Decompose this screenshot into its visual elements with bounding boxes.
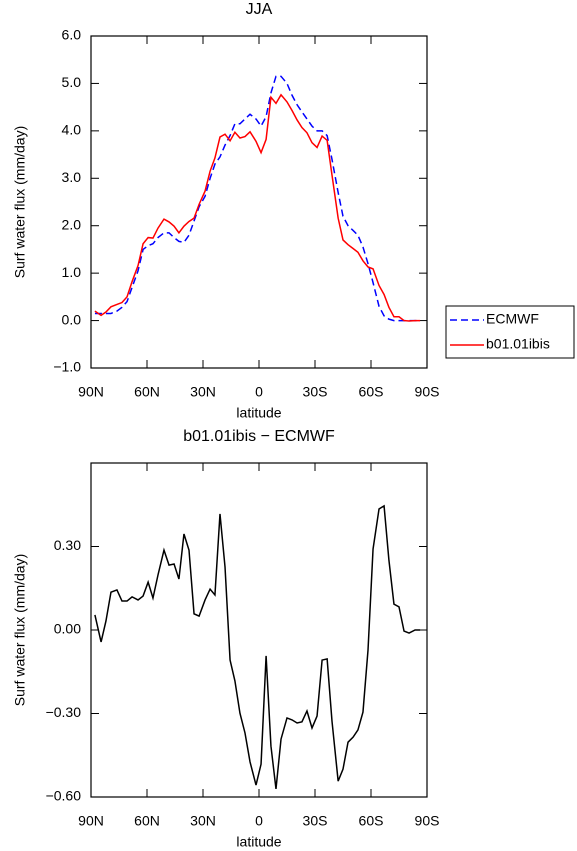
chart-title: JJA [246,1,273,18]
x-tick-label: 30N [190,813,216,829]
data-line [94,93,421,322]
y-tick-label: 6.0 [62,27,82,43]
data-line [94,75,421,322]
y-tick-label: 3.0 [62,169,82,185]
y-tick-label: 0.30 [54,537,81,553]
x-tick-label: 30N [190,384,216,400]
y-tick-label: 5.0 [62,74,82,90]
x-tick-label: 90S [415,384,440,400]
x-tick-label: 90N [78,813,104,829]
y-tick-label: 0.0 [62,311,82,327]
legend-label: b01.01ibis [486,336,550,352]
chart-title: b01.01ibis − ECMWF [183,428,335,445]
y-tick-label: 4.0 [62,122,82,138]
x-tick-label: 30S [303,813,328,829]
x-tick-label: 60N [134,813,160,829]
x-tick-label: 0 [255,813,263,829]
data-line [94,504,421,790]
y-tick-label: −0.60 [46,788,82,804]
x-axis-label: latitude [236,405,281,421]
plot-frame [90,462,428,798]
x-axis-label: latitude [236,834,281,850]
y-tick-label: −0.30 [46,704,82,720]
x-tick-label: 0 [255,384,263,400]
y-tick-label: −1.0 [53,359,81,375]
y-tick-label: 2.0 [62,216,82,232]
x-tick-label: 60S [359,813,384,829]
x-tick-label: 60S [359,384,384,400]
legend-box [445,305,575,359]
y-axis-label: Surf water flux (mm/day) [12,554,28,706]
y-tick-label: 1.0 [62,264,82,280]
y-axis-label: Surf water flux (mm/day) [12,126,28,278]
y-tick-label: 0.00 [54,621,81,637]
x-tick-label: 60N [134,384,160,400]
legend-label: ECMWF [486,311,539,327]
x-tick-label: 90S [415,813,440,829]
x-tick-label: 90N [78,384,104,400]
x-tick-label: 30S [303,384,328,400]
plot-frame [90,35,428,369]
